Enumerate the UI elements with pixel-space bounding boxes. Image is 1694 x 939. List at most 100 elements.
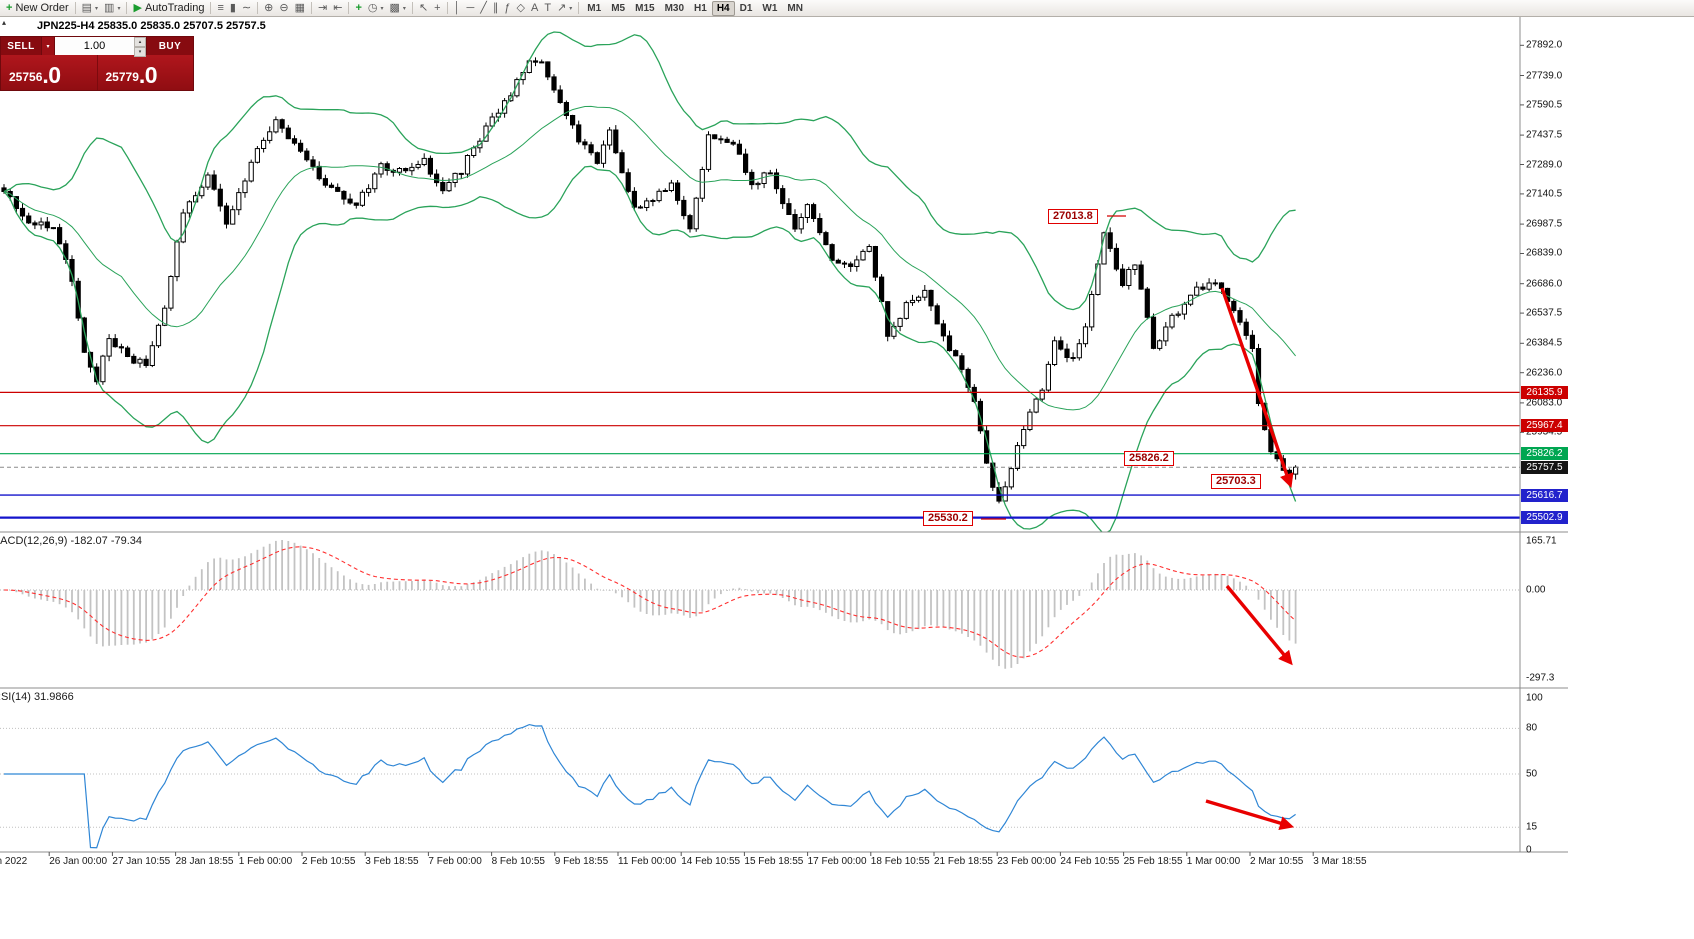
zoom-out-button[interactable]: ⊖ — [276, 1, 291, 16]
new-chart-button[interactable]: ▤ ▾ — [79, 1, 101, 16]
timeframe-w1[interactable]: W1 — [762, 2, 778, 14]
crosshair-icon: + — [434, 1, 441, 14]
price-axis-label: 26987.5 — [1526, 218, 1563, 230]
time-axis-label: 15 Feb 18:55 — [744, 856, 804, 867]
line-chart-button[interactable]: ∼ — [239, 1, 254, 16]
timeframe-m5[interactable]: M5 — [611, 2, 626, 14]
fibonacci-button[interactable]: ƒ — [501, 1, 513, 16]
one-click-panel-toggle[interactable]: ▴ — [2, 18, 7, 27]
price-tag: 25826.2 — [1521, 447, 1568, 461]
text-icon: A — [530, 1, 539, 14]
rsi-indicator-label: RSI(14) 31.9866 — [0, 691, 74, 703]
price-tag: 25502.9 — [1521, 511, 1568, 525]
trendline-button[interactable]: ╱ — [477, 1, 490, 16]
text-button[interactable]: A — [528, 1, 541, 16]
buy-price-pips: .0 — [138, 62, 158, 88]
new-order-button[interactable]: + New Order — [3, 1, 72, 16]
timeframe-m30[interactable]: M30 — [664, 2, 685, 14]
toolbar-separator — [74, 2, 76, 14]
price-axis-label: 27739.0 — [1526, 70, 1563, 82]
time-axis-label: 17 Feb 00:00 — [807, 856, 867, 867]
template-button[interactable]: ▩ ▾ — [387, 1, 409, 16]
macd-scale-label: 0.00 — [1526, 584, 1546, 596]
candlestick-chart-button[interactable]: ▮ — [227, 1, 239, 16]
timeframe-mn[interactable]: MN — [787, 2, 803, 14]
toolbar-separator — [348, 2, 350, 14]
bar-chart-button[interactable]: ≡ — [214, 1, 226, 16]
buy-price-main: 25779 — [105, 70, 139, 84]
macd-series — [0, 540, 1520, 669]
trend-arrow[interactable] — [1225, 584, 1293, 666]
time-axis-label: 14 Feb 10:55 — [681, 856, 741, 867]
cursor-button[interactable]: ↖ — [416, 1, 431, 16]
sell-button[interactable]: SELL — [1, 37, 41, 55]
vertical-line-icon: │ — [453, 1, 461, 14]
price-tag: 26135.9 — [1521, 385, 1568, 399]
fibonacci-icon: ƒ — [504, 1, 511, 14]
chart-shift-button[interactable]: ⇤ — [330, 1, 345, 16]
timeframe-h1[interactable]: H1 — [694, 2, 707, 14]
zoom-in-button[interactable]: ⊕ — [261, 1, 276, 16]
price-axis-label: 25934.5 — [1526, 426, 1563, 438]
label-button[interactable]: T — [541, 1, 554, 16]
price-callout[interactable]: 25826.2 — [1124, 451, 1174, 466]
label-icon: T — [544, 1, 552, 14]
crosshair-button[interactable]: + — [431, 1, 443, 16]
toolbar-separator — [311, 2, 313, 14]
candlestick-chart-icon: ▮ — [229, 1, 236, 14]
price-axis-label: 26686.0 — [1526, 278, 1563, 290]
price-callout[interactable]: 25530.2 — [923, 511, 973, 526]
vertical-line-button[interactable]: │ — [451, 1, 464, 16]
profiles-button[interactable]: ▥ ▾ — [101, 1, 123, 16]
tile-windows-icon: ▦ — [294, 1, 306, 14]
autotrading-button[interactable]: ▶ AutoTrading — [130, 1, 207, 16]
shapes-button[interactable]: ◇ — [514, 1, 528, 16]
price-callout[interactable]: 27013.8 — [1048, 209, 1098, 224]
price-axis-label: 26083.0 — [1526, 397, 1563, 409]
arrows-button[interactable]: ↗ ▾ — [554, 1, 575, 16]
add-indicator-button[interactable]: + — [352, 1, 364, 16]
volume-down-button[interactable]: ▾ — [134, 47, 146, 57]
price-callout[interactable]: 25703.3 — [1211, 474, 1261, 489]
price-axis-label: 27289.0 — [1526, 159, 1563, 170]
time-axis-label: 2 Mar 10:55 — [1250, 856, 1304, 867]
time-axis[interactable]: Jan 2022 26 Jan 00:00 27 Jan 10:55 28 Jan 1… — [0, 852, 1520, 874]
timeframe-m15[interactable]: M15 — [635, 2, 655, 14]
tile-windows-button[interactable]: ▦ — [292, 1, 308, 16]
volume-up-button[interactable]: ▴ — [134, 37, 146, 47]
bar-chart-icon: ≡ — [217, 1, 224, 14]
period-button[interactable]: ◷ ▾ — [365, 1, 387, 16]
buy-button[interactable]: BUY — [147, 37, 193, 55]
macd-scale-label: -297.3 — [1526, 672, 1555, 684]
auto-scroll-button[interactable]: ⇥ — [315, 1, 330, 16]
timeframe-m1[interactable]: M1 — [587, 2, 602, 14]
auto-scroll-icon: ⇥ — [318, 1, 328, 14]
channel-button[interactable]: ∥ — [490, 1, 502, 16]
timeframe-h4[interactable]: H4 — [711, 0, 735, 16]
zoom-in-icon: ⊕ — [264, 1, 274, 14]
price-axis[interactable]: 27892.0 27739.0 27590.5 27437.5 27289.0 27140… — [1520, 0, 1610, 939]
sell-price[interactable]: 25756 .0 — [1, 55, 97, 90]
time-axis-label: 8 Feb 10:55 — [491, 856, 545, 867]
buy-price[interactable]: 25779 .0 — [96, 55, 194, 90]
template-icon: ▩ — [389, 1, 400, 14]
trend-arrow[interactable] — [1205, 799, 1295, 830]
toolbar: + New Order ▤ ▾ ▥ ▾ ▶ AutoTrading ≡ ▮ ∼ ⊕ ⊖ ▦ ⇥ ⇤ + ◷ ▾ ▩ ▾ ↖… — [0, 0, 1694, 17]
add-indicator-icon: + — [355, 1, 362, 14]
horizontal-line-button[interactable]: ─ — [463, 1, 477, 16]
time-axis-label: 23 Feb 00:00 — [997, 856, 1057, 867]
trend-arrow[interactable] — [1220, 287, 1294, 489]
time-axis-label: Jan 2022 — [0, 856, 28, 867]
order-type-dropdown[interactable]: ▾ — [41, 37, 55, 55]
autotrading-button-label: AutoTrading — [144, 2, 205, 14]
line-chart-icon: ∼ — [241, 1, 252, 14]
timeframe-d1[interactable]: D1 — [739, 2, 753, 14]
rsi-scale-label: 100 — [1526, 692, 1543, 704]
time-axis-label: 21 Feb 18:55 — [934, 856, 993, 867]
price-axis-label: 26236.0 — [1526, 367, 1563, 379]
macd-scale-label: 165.71 — [1526, 535, 1557, 547]
volume-input[interactable]: 1.00 — [55, 37, 134, 55]
time-axis-label: 27 Jan 10:55 — [112, 856, 171, 867]
